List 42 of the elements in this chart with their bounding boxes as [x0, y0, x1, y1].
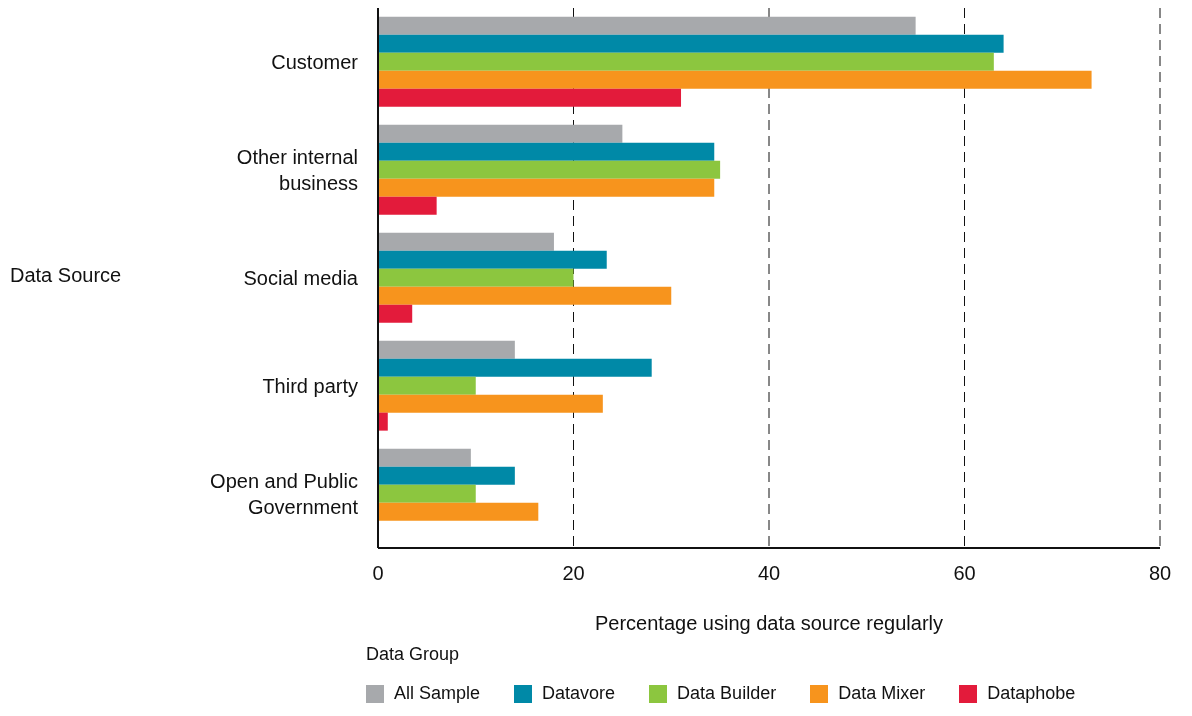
bar	[378, 250, 607, 269]
bar	[378, 376, 476, 395]
bar	[378, 70, 1092, 89]
bar	[378, 358, 652, 377]
legend-title: Data Group	[366, 644, 461, 665]
legend-label: Data Mixer	[838, 683, 926, 704]
x-tick-label: 80	[1148, 562, 1172, 585]
bar	[378, 16, 916, 35]
bar	[378, 232, 554, 251]
bar	[378, 88, 682, 107]
bar	[378, 484, 476, 503]
bar	[378, 178, 715, 197]
y-tick-label: Other internal business	[236, 146, 358, 194]
bar	[378, 340, 515, 359]
x-tick-label: 40	[757, 562, 781, 585]
bar	[378, 394, 603, 413]
x-tick-label: 60	[953, 562, 976, 585]
legend-label: All Sample	[394, 683, 481, 704]
bar	[378, 34, 1004, 53]
legend-label: Data Builder	[677, 683, 777, 704]
y-tick-label: Third party	[262, 375, 358, 397]
bar	[378, 196, 437, 215]
y-tick-label: Customer	[271, 51, 359, 73]
bar	[378, 268, 574, 287]
bar	[378, 448, 471, 467]
bar	[378, 412, 388, 431]
legend-label: Datavore	[542, 683, 616, 704]
bar	[378, 142, 715, 161]
bar	[378, 502, 539, 521]
bar	[378, 286, 672, 305]
y-tick-label: Social media	[243, 267, 359, 289]
legend-label: Dataphobe	[987, 683, 1076, 704]
y-axis-title: Data Source	[10, 264, 122, 287]
x-tick-label: 20	[562, 562, 585, 585]
bar	[378, 160, 721, 179]
bar	[378, 52, 994, 71]
bar	[378, 124, 623, 143]
bar	[378, 466, 515, 485]
y-tick-label: Open and Public Government	[210, 470, 359, 518]
x-tick-label: 0	[372, 562, 384, 585]
bar	[378, 304, 413, 323]
x-axis-title: Percentage using data source regularly	[595, 612, 943, 634]
